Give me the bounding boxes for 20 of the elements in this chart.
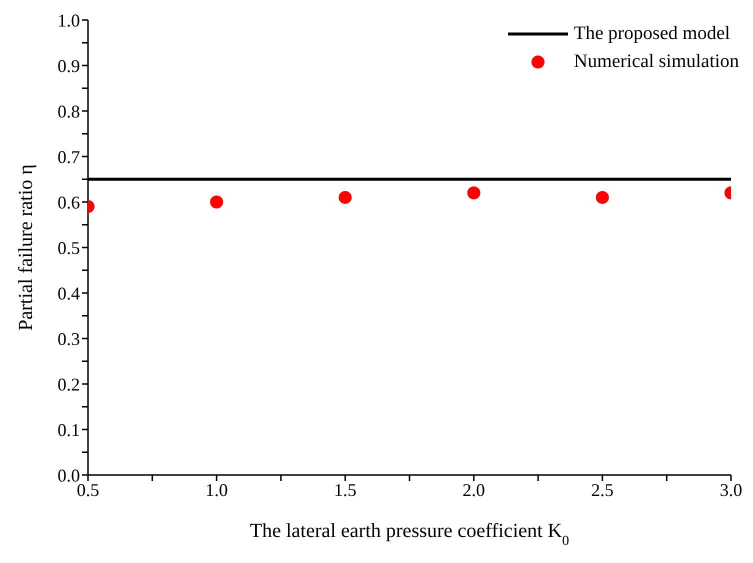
y-tick-label: 0.2: [58, 374, 80, 394]
x-tick-label: 2.0: [462, 480, 486, 500]
y-tick-label: 0.9: [58, 56, 80, 76]
y-tick-label: 1.0: [58, 10, 80, 30]
y-tick-label: 0.5: [58, 238, 80, 258]
y-tick-label: 0.0: [58, 465, 80, 486]
y-tick-label: 0.4: [58, 283, 80, 304]
x-tick-label: 1.0: [205, 480, 228, 500]
y-tick-label: 0.3: [58, 328, 80, 349]
legend-label: Numerical simulation: [574, 51, 739, 73]
y-tick-label: 0.7: [58, 146, 80, 167]
x-axis-title: The lateral earth pressure coefficient K$_{0}$: [250, 520, 570, 548]
x-tick-label: 1.5: [334, 480, 356, 500]
y-tick-label: 0.8: [58, 101, 80, 122]
y-tick-label: 0.1: [58, 420, 80, 440]
x-tick-label: 3.0: [720, 480, 742, 500]
y-tick-label: 0.6: [58, 192, 80, 212]
legend-label: The proposed model: [574, 23, 730, 45]
y-axis-title: Partial failure ratio η: [15, 164, 37, 331]
x-tick-label: 2.5: [591, 480, 614, 500]
